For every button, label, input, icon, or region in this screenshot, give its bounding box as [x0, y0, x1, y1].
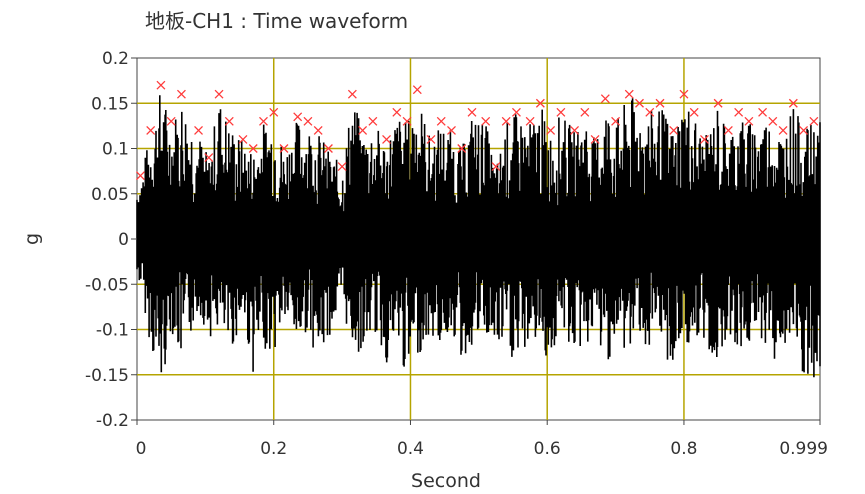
y-tick-label: 0.05 [91, 185, 129, 205]
peak-marker [248, 144, 258, 153]
peak-marker [744, 116, 754, 126]
peak-marker [392, 107, 402, 117]
peak-marker [436, 116, 446, 126]
peak-marker [259, 116, 268, 126]
peak-marker [535, 98, 545, 108]
peak-marker [511, 107, 521, 117]
peak-marker [501, 116, 511, 126]
peak-marker [457, 144, 467, 153]
y-axis-label: g [21, 233, 43, 245]
peak-marker [426, 134, 436, 144]
peak-marker [758, 107, 768, 117]
y-tick-label: 0.2 [102, 49, 129, 69]
peak-marker [204, 153, 214, 163]
peak-marker [156, 80, 166, 90]
peak-marker [611, 116, 621, 126]
peak-marker [723, 125, 733, 135]
peak-marker [269, 107, 279, 117]
peak-marker [525, 116, 535, 126]
peak-marker [734, 107, 744, 117]
x-axis-ticks: 0 0.2 0.4 0.6 0.8 0.999 [136, 420, 828, 459]
y-tick-label: 0 [118, 230, 129, 250]
peak-marker [323, 144, 333, 153]
peak-marker [788, 98, 798, 108]
peak-marker [580, 107, 590, 117]
x-tick-label: 0 [136, 439, 147, 459]
peak-marker [799, 125, 809, 135]
peak-marker [224, 116, 234, 126]
peak-marker [146, 125, 156, 135]
peak-marker [491, 162, 501, 172]
peak-marker [382, 134, 392, 144]
peak-marker [546, 125, 556, 135]
peak-marker [238, 134, 248, 144]
x-axis-label: Second [411, 470, 481, 492]
chart-title: 地板-CH1 : Time waveform [145, 9, 408, 33]
y-tick-label: 0.15 [91, 94, 129, 114]
peak-marker [590, 134, 600, 144]
x-tick-label: 0.4 [397, 439, 424, 459]
peak-marker [655, 98, 665, 108]
peak-marker [337, 162, 347, 172]
peak-marker [699, 134, 709, 144]
peak-marker [176, 89, 186, 99]
x-tick-label: 0.999 [779, 439, 828, 459]
y-tick-label: -0.15 [85, 366, 129, 386]
x-tick-label: 0.8 [670, 439, 697, 459]
peak-marker [689, 107, 699, 117]
y-tick-label: 0.1 [102, 140, 129, 160]
peak-marker [713, 98, 723, 108]
peak-marker [135, 171, 145, 181]
peak-marker [166, 116, 176, 126]
waveform-series [136, 95, 821, 378]
peak-marker [412, 85, 422, 95]
peak-marker [669, 125, 679, 135]
peak-marker [679, 89, 689, 99]
x-tick-label: 0.6 [534, 439, 561, 459]
peak-marker [313, 125, 323, 135]
peak-marker [624, 89, 634, 99]
peak-marker [214, 89, 224, 99]
peak-marker [481, 116, 491, 126]
peak-marker [570, 125, 580, 135]
peak-markers [135, 80, 819, 181]
y-tick-label: -0.2 [96, 411, 129, 431]
x-tick-label: 0.2 [260, 439, 287, 459]
peak-marker [293, 112, 303, 122]
peak-marker [768, 116, 778, 126]
peak-marker [279, 144, 289, 153]
peak-marker [809, 116, 819, 126]
peak-marker [467, 107, 477, 117]
peak-marker [347, 89, 357, 99]
peak-marker [447, 125, 456, 135]
y-tick-label: -0.05 [85, 275, 129, 295]
peak-marker [194, 125, 203, 135]
waveform-trace [136, 95, 821, 378]
peak-marker [368, 116, 378, 126]
y-axis-ticks: 0.2 0.15 0.1 0.05 0 -0.05 -0.1 -0.15 -0.2 [85, 49, 137, 431]
peak-marker [778, 125, 788, 135]
y-tick-label: -0.1 [96, 321, 129, 341]
peak-marker [556, 107, 566, 117]
peak-marker [600, 94, 610, 104]
peak-marker [645, 107, 655, 117]
peak-marker [402, 116, 412, 126]
peak-marker [635, 98, 644, 108]
peak-marker [303, 116, 313, 126]
peak-marker [358, 125, 368, 135]
